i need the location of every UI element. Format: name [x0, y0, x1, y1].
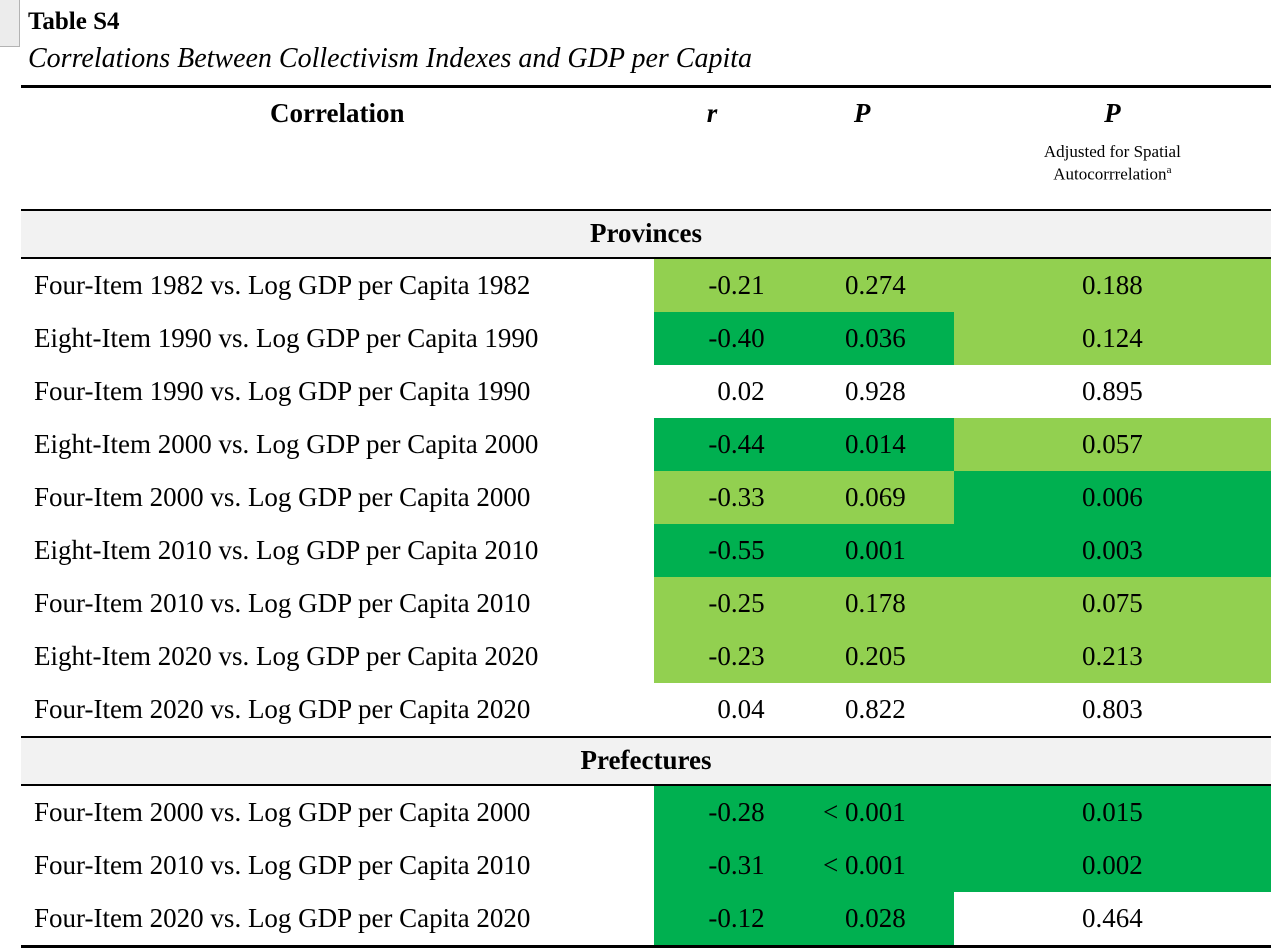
table-body: Provinces Four-Item 1982 vs. Log GDP per …: [21, 208, 1271, 947]
cell-p: < 0.001: [770, 838, 954, 892]
p-adjusted-label: P: [1104, 97, 1121, 128]
cell-r: -0.21: [653, 257, 771, 312]
section-header-row: Prefectures: [21, 735, 1271, 786]
cell-p_adj: 0.124: [953, 311, 1271, 365]
adjusted-note-footnote-marker: a: [1166, 163, 1172, 176]
col-header-r: r: [654, 86, 771, 210]
cell-correlation: Eight-Item 2020 vs. Log GDP per Capita 2…: [34, 640, 539, 671]
cell-r: -0.23: [653, 629, 771, 683]
cell-correlation: Four-Item 2010 vs. Log GDP per Capita 20…: [34, 849, 531, 880]
cell-p_adj: 0.188: [953, 257, 1271, 312]
table-row: Four-Item 2020 vs. Log GDP per Capita 20…: [21, 891, 1271, 947]
cell-p: 0.036: [770, 311, 954, 365]
cell-p_adj: 0.015: [953, 784, 1271, 839]
cell-r: -0.33: [653, 470, 771, 524]
cell-correlation: Four-Item 2010 vs. Log GDP per Capita 20…: [34, 587, 531, 618]
correlation-table: Correlation r P P Adjusted for Spatial A…: [21, 84, 1271, 948]
table-row: Eight-Item 2020 vs. Log GDP per Capita 2…: [21, 629, 1271, 683]
cell-p: < 0.001: [770, 784, 954, 839]
cell-correlation: Eight-Item 2000 vs. Log GDP per Capita 2…: [34, 428, 539, 459]
cell-p_adj: 0.006: [953, 470, 1271, 524]
section-label: Prefectures: [21, 735, 1271, 786]
col-header-p: P: [771, 86, 954, 210]
adjusted-note-line1: Adjusted for Spatial: [1043, 141, 1181, 161]
cell-r: -0.31: [653, 838, 771, 892]
cell-correlation: Eight-Item 1990 vs. Log GDP per Capita 1…: [34, 322, 539, 353]
cell-p_adj: 0.002: [953, 838, 1271, 892]
cell-p_adj: 0.895: [1081, 375, 1143, 406]
table-caption: Correlations Between Collectivism Indexe…: [28, 43, 753, 75]
cell-r: -0.55: [653, 523, 771, 577]
cell-p_adj: 0.003: [953, 523, 1271, 577]
cell-p: 0.205: [770, 629, 954, 683]
table-row: Four-Item 2010 vs. Log GDP per Capita 20…: [21, 576, 1271, 630]
section-label: Provinces: [21, 208, 1271, 259]
table-row: Eight-Item 2010 vs. Log GDP per Capita 2…: [21, 523, 1271, 577]
cell-r: -0.12: [653, 891, 771, 947]
cell-r: 0.04: [717, 693, 765, 724]
p-label: P: [853, 97, 871, 128]
cell-r: -0.28: [653, 784, 771, 839]
cell-p_adj: 0.803: [1081, 693, 1143, 724]
cell-p_adj: 0.464: [1081, 902, 1143, 933]
adjusted-note: Adjusted for Spatial Autocorrrelationa: [955, 141, 1270, 186]
cell-r: -0.44: [653, 417, 771, 471]
cell-correlation: Four-Item 2000 vs. Log GDP per Capita 20…: [34, 796, 531, 827]
table-row: Four-Item 1982 vs. Log GDP per Capita 19…: [21, 257, 1271, 312]
col-header-correlation: Correlation: [270, 97, 405, 128]
cell-p: 0.014: [770, 417, 954, 471]
cell-correlation: Four-Item 1990 vs. Log GDP per Capita 19…: [34, 375, 531, 406]
cell-correlation: Four-Item 2020 vs. Log GDP per Capita 20…: [34, 693, 531, 724]
cell-r: 0.02: [717, 375, 765, 406]
r-label: r: [706, 97, 718, 128]
cell-r: -0.40: [653, 311, 771, 365]
table-row: Four-Item 2000 vs. Log GDP per Capita 20…: [21, 470, 1271, 524]
table-row: Four-Item 2000 vs. Log GDP per Capita 20…: [21, 784, 1271, 839]
adjusted-note-line2: Autocorrrelation: [1053, 164, 1167, 184]
cell-p_adj: 0.057: [953, 417, 1271, 471]
cell-p_adj: 0.213: [953, 629, 1271, 683]
table-row: Four-Item 2020 vs. Log GDP per Capita 20…: [21, 683, 1271, 737]
cell-p_adj: 0.075: [953, 576, 1271, 630]
cell-p: 0.001: [770, 523, 954, 577]
table-row: Four-Item 2010 vs. Log GDP per Capita 20…: [21, 838, 1271, 892]
cell-p: 0.069: [770, 470, 954, 524]
cell-p: 0.822: [844, 693, 906, 724]
section-header-row: Provinces: [21, 208, 1271, 259]
cell-p: 0.928: [844, 375, 906, 406]
cell-p: 0.274: [770, 257, 954, 312]
cell-correlation: Eight-Item 2010 vs. Log GDP per Capita 2…: [34, 534, 539, 565]
header-row: Correlation r P P Adjusted for Spatial A…: [21, 86, 1271, 210]
screenshot-corner-artifact: [0, 0, 20, 47]
table-s4-sheet: Table S4 Correlations Between Collectivi…: [21, 6, 1271, 948]
table-row: Four-Item 1990 vs. Log GDP per Capita 19…: [21, 365, 1271, 418]
cell-correlation: Four-Item 1982 vs. Log GDP per Capita 19…: [34, 269, 531, 300]
table-row: Eight-Item 2000 vs. Log GDP per Capita 2…: [21, 417, 1271, 471]
table-row: Eight-Item 1990 vs. Log GDP per Capita 1…: [21, 311, 1271, 365]
table-number: Table S4: [28, 8, 120, 35]
col-header-p-adjusted: P Adjusted for Spatial Autocorrrelationa: [954, 86, 1271, 210]
cell-p: 0.028: [770, 891, 954, 947]
cell-correlation: Four-Item 2020 vs. Log GDP per Capita 20…: [34, 902, 531, 933]
cell-correlation: Four-Item 2000 vs. Log GDP per Capita 20…: [34, 481, 531, 512]
cell-p: 0.178: [770, 576, 954, 630]
cell-r: -0.25: [653, 576, 771, 630]
